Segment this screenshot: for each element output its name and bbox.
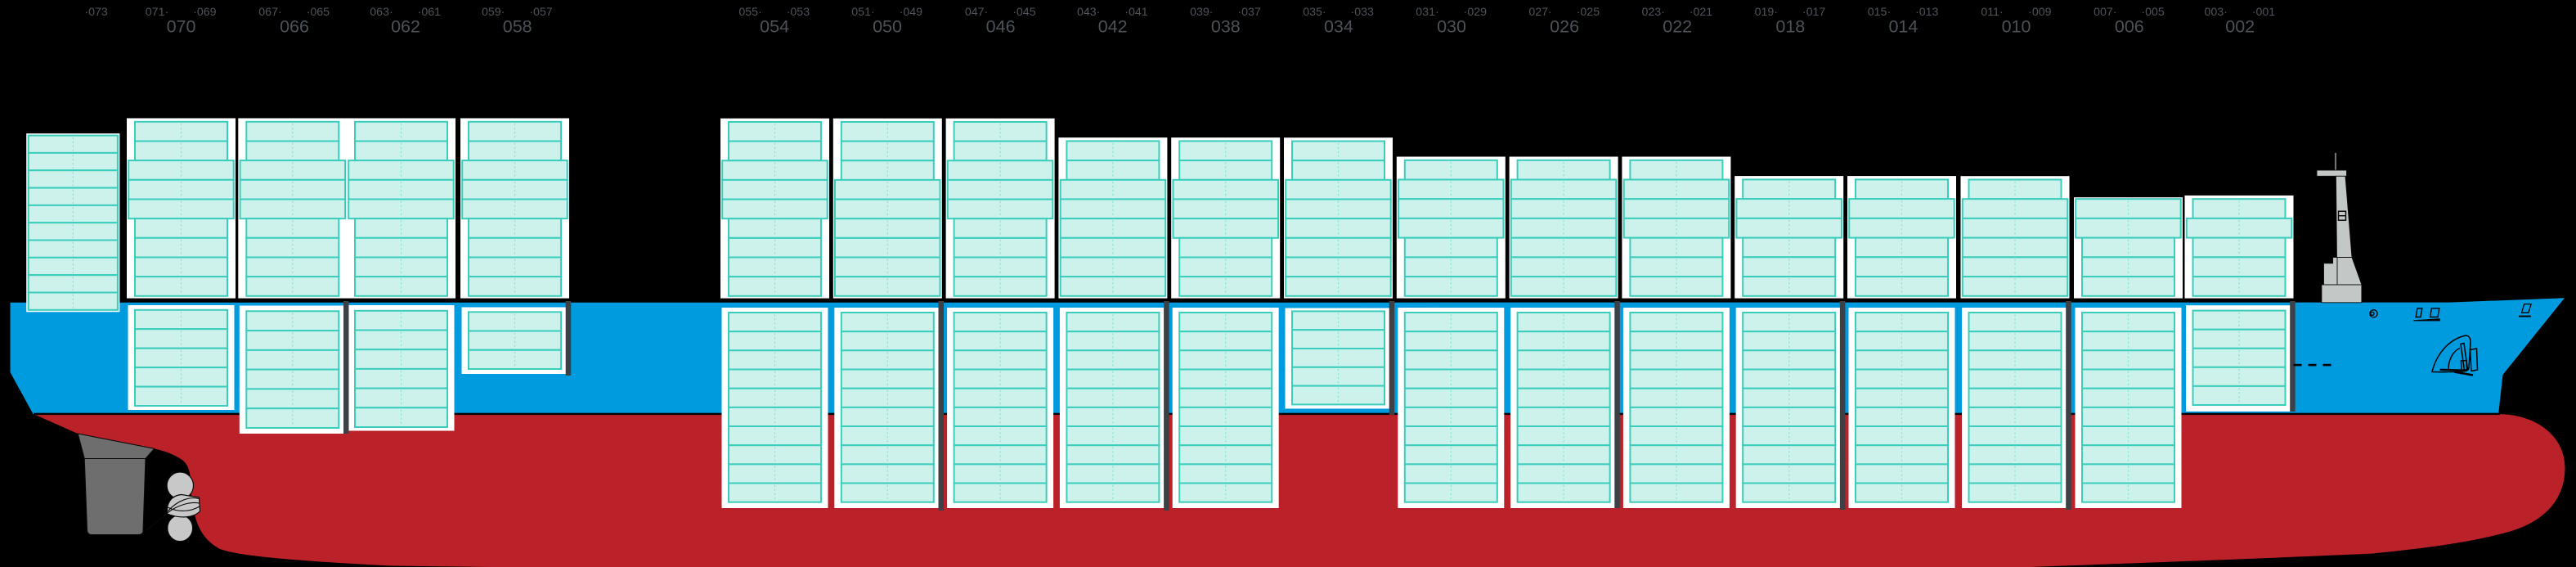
svg-text:·009: ·009 xyxy=(2028,6,2052,19)
svg-text:·029: ·029 xyxy=(1464,6,1488,19)
svg-text:·045: ·045 xyxy=(1012,6,1036,19)
svg-text:062: 062 xyxy=(391,17,420,37)
svg-text:039·: 039· xyxy=(1190,6,1213,19)
svg-text:010: 010 xyxy=(2002,17,2031,37)
svg-text:011·: 011· xyxy=(1981,6,2003,19)
svg-text:031·: 031· xyxy=(1416,6,1438,19)
svg-text:·065: ·065 xyxy=(307,6,330,19)
svg-text:050: 050 xyxy=(873,17,902,37)
svg-text:042: 042 xyxy=(1098,17,1128,37)
svg-text:027·: 027· xyxy=(1528,6,1551,19)
svg-text:·017: ·017 xyxy=(1802,6,1826,19)
svg-text:019·: 019· xyxy=(1755,6,1778,19)
svg-text:·033: ·033 xyxy=(1350,6,1374,19)
svg-text:059·: 059· xyxy=(482,6,505,19)
svg-text:018: 018 xyxy=(1775,17,1805,37)
svg-text:063·: 063· xyxy=(370,6,393,19)
svg-text:030: 030 xyxy=(1437,17,1466,37)
svg-text:·025: ·025 xyxy=(1577,6,1600,19)
svg-text:006: 006 xyxy=(2115,17,2144,37)
svg-text:·001: ·001 xyxy=(2252,6,2276,19)
svg-text:023·: 023· xyxy=(1641,6,1664,19)
svg-text:014: 014 xyxy=(1888,17,1918,37)
svg-text:·041: ·041 xyxy=(1124,6,1148,19)
svg-text:·057: ·057 xyxy=(529,6,553,19)
svg-text:002: 002 xyxy=(2225,17,2255,37)
svg-text:034: 034 xyxy=(1324,17,1353,37)
svg-text:022: 022 xyxy=(1663,17,1692,37)
svg-text:·061: ·061 xyxy=(418,6,442,19)
svg-text:066: 066 xyxy=(280,17,309,37)
svg-text:071·: 071· xyxy=(146,6,168,19)
svg-text:043·: 043· xyxy=(1077,6,1100,19)
svg-text:051·: 051· xyxy=(851,6,874,19)
svg-text:070: 070 xyxy=(167,17,196,37)
svg-text:035·: 035· xyxy=(1303,6,1326,19)
svg-text:·053: ·053 xyxy=(787,6,810,19)
svg-text:046: 046 xyxy=(986,17,1016,37)
svg-text:·069: ·069 xyxy=(193,6,217,19)
svg-text:·073: ·073 xyxy=(84,6,108,19)
svg-text:007·: 007· xyxy=(2094,6,2116,19)
svg-text:·037: ·037 xyxy=(1237,6,1261,19)
svg-text:·021: ·021 xyxy=(1690,6,1713,19)
svg-text:003·: 003· xyxy=(2204,6,2227,19)
svg-text:054: 054 xyxy=(760,17,789,37)
svg-text:047·: 047· xyxy=(965,6,988,19)
svg-text:015·: 015· xyxy=(1868,6,1891,19)
svg-text:067·: 067· xyxy=(258,6,281,19)
svg-text:058: 058 xyxy=(503,17,532,37)
svg-text:055·: 055· xyxy=(738,6,761,19)
svg-text:038: 038 xyxy=(1211,17,1241,37)
svg-text:·013: ·013 xyxy=(1915,6,1939,19)
svg-text:026: 026 xyxy=(1550,17,1579,37)
svg-text:·049: ·049 xyxy=(900,6,923,19)
svg-text:·005: ·005 xyxy=(2141,6,2165,19)
